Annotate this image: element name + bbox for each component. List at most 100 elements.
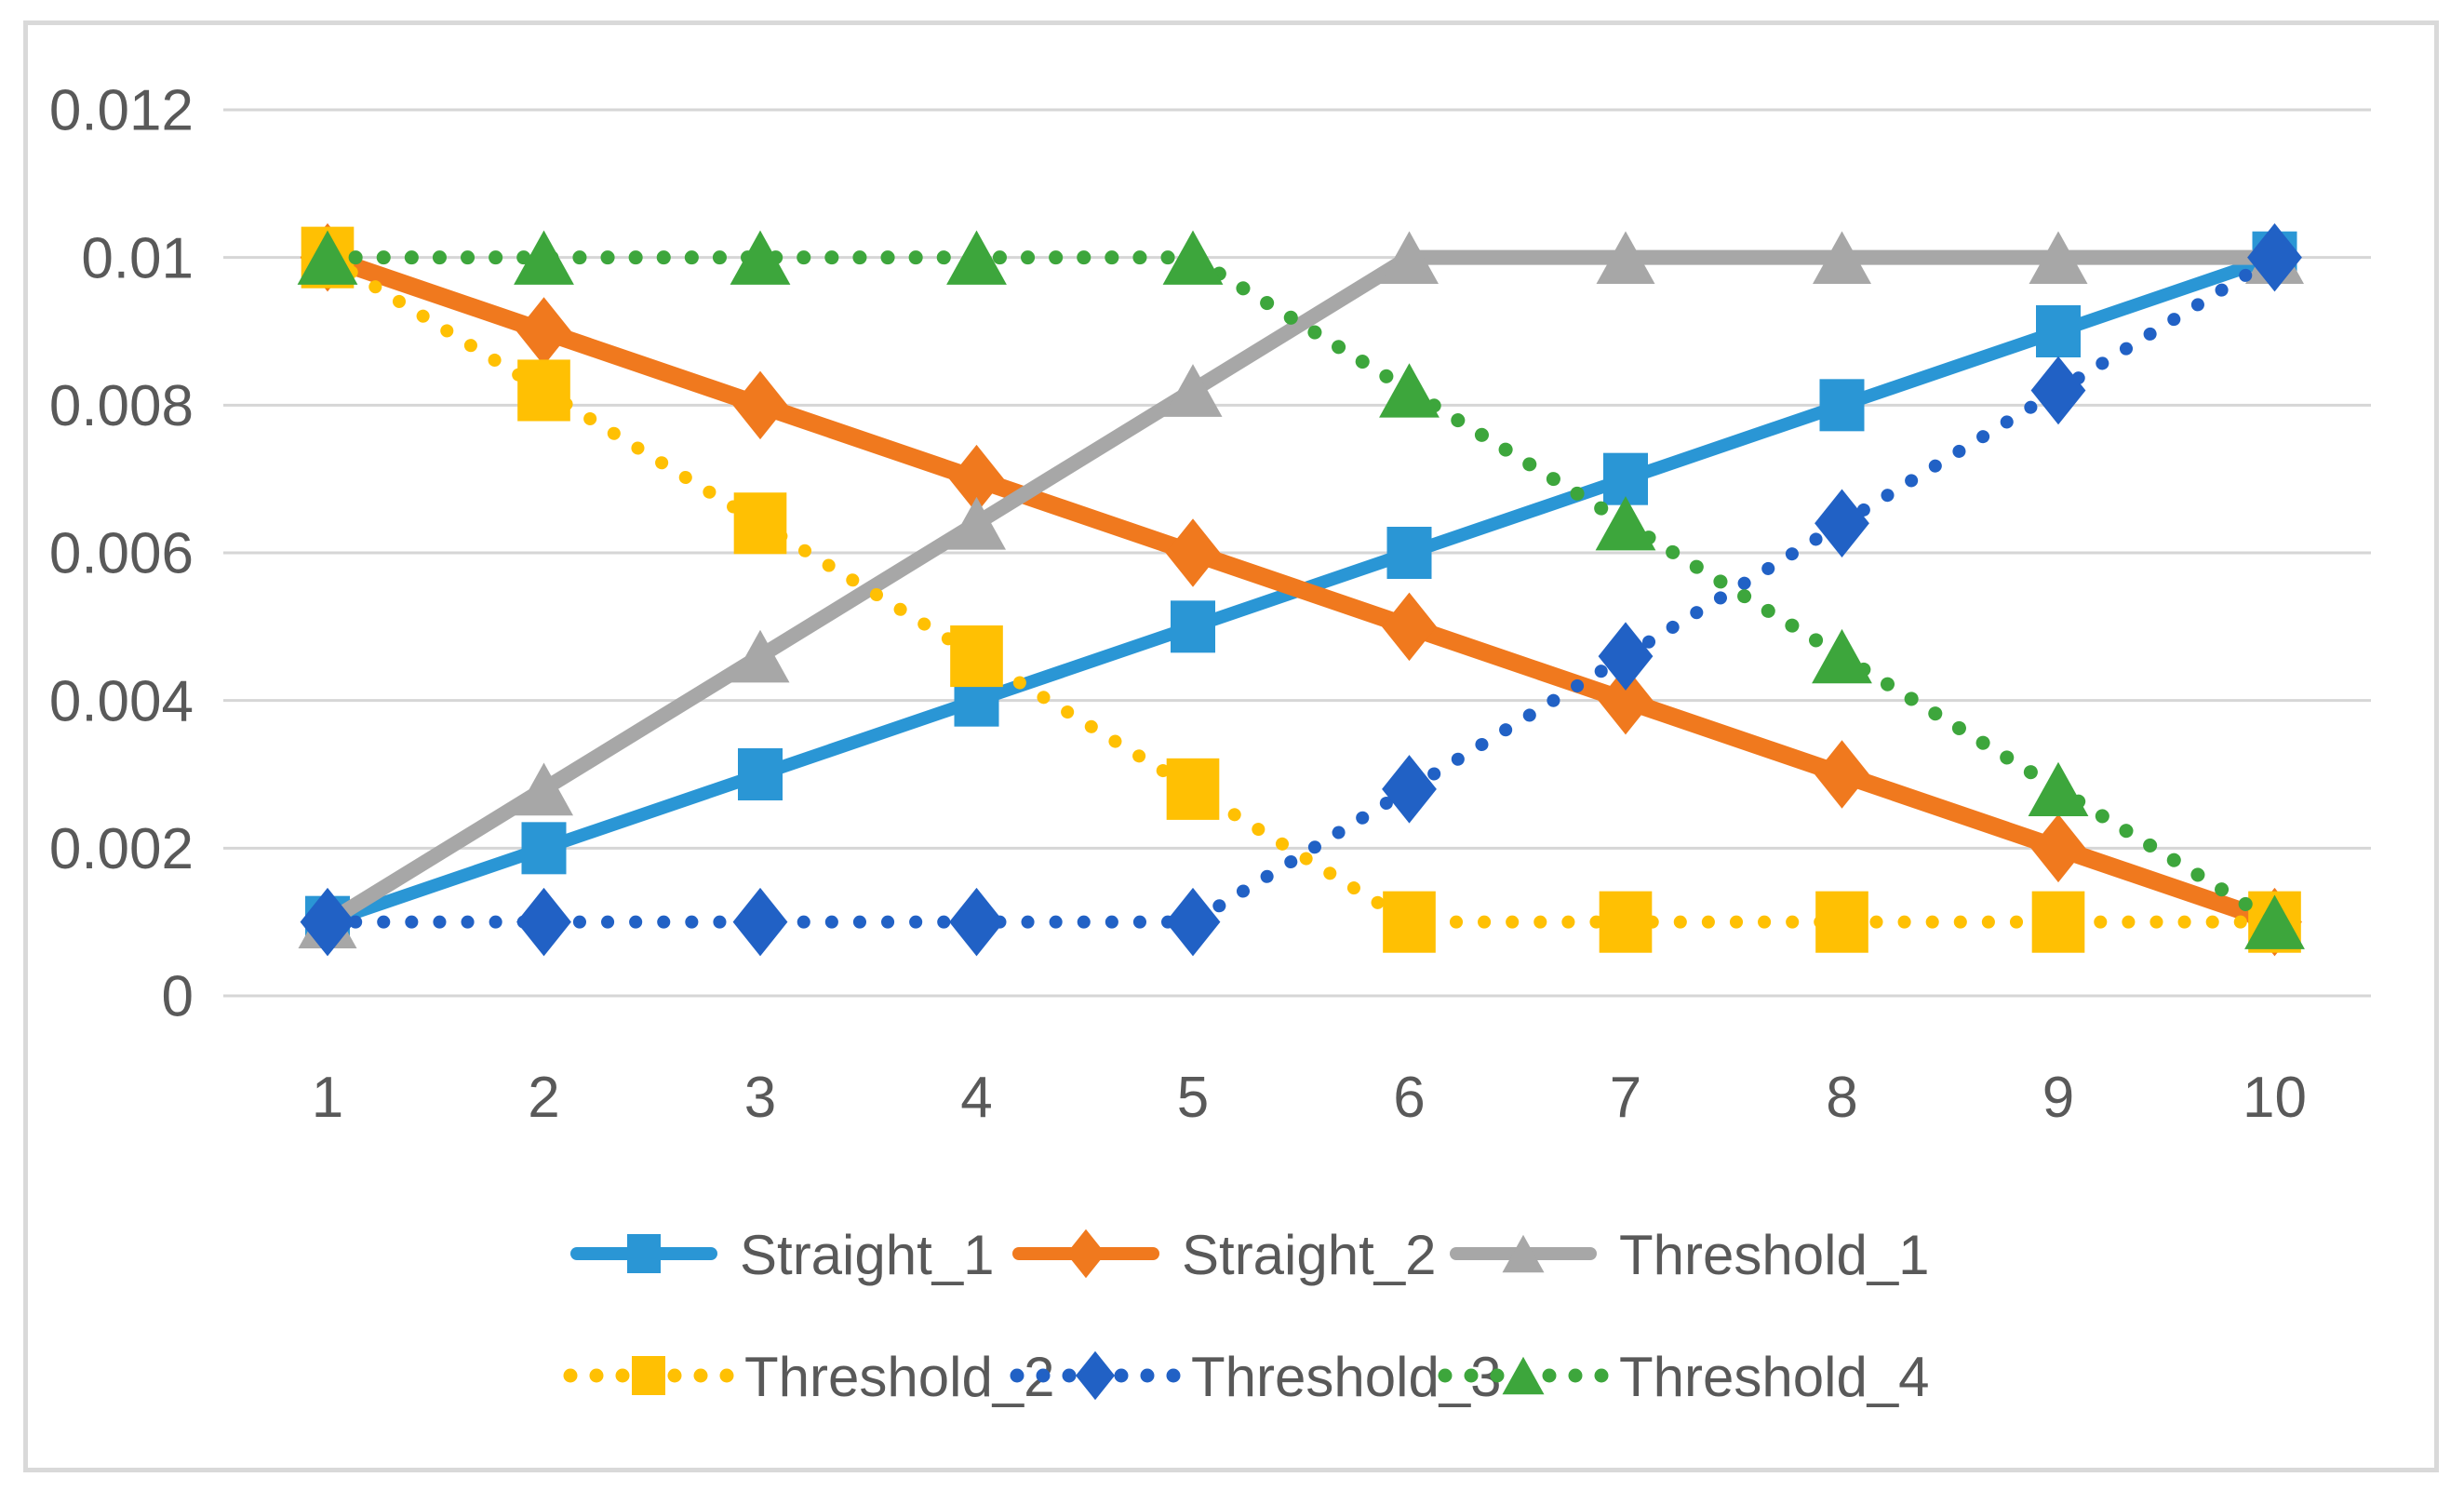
y-tick-label: 0.008 <box>49 374 194 438</box>
series-straight_2 <box>300 222 2302 957</box>
legend-triangle-marker <box>1502 1234 1545 1273</box>
legend: Straight_1 Straight_2 Threshold_1 Threshold… <box>563 1224 1930 1408</box>
legend-square-marker <box>627 1234 661 1273</box>
triangle-marker <box>730 629 790 683</box>
legend-dot-sample <box>1036 1368 1051 1383</box>
legend-dot-sample <box>615 1368 630 1383</box>
square-marker <box>1171 600 1215 653</box>
series-threshold_2 <box>301 226 2301 953</box>
legend-label: Threshold_1 <box>1619 1224 1930 1286</box>
legend-dot-sample <box>1464 1368 1479 1383</box>
y-tick-label: 0 <box>162 965 194 1029</box>
triangle-marker <box>515 762 573 816</box>
legend-label: Threshold_3 <box>1191 1346 1502 1408</box>
x-tick-label: 2 <box>528 1066 559 1130</box>
square-marker <box>1386 527 1432 579</box>
series-line <box>321 250 2282 929</box>
diamond-marker <box>1815 740 1869 809</box>
diamond-marker <box>949 887 1004 957</box>
series-threshold_3 <box>300 222 2302 957</box>
diamond-marker <box>516 887 571 957</box>
legend-dot-sample <box>1010 1368 1024 1383</box>
legend-dot-sample <box>1542 1368 1557 1383</box>
square-marker <box>733 492 787 555</box>
diamond-marker <box>516 297 571 366</box>
triangle-marker <box>1813 231 1871 285</box>
diamond-marker <box>732 370 788 440</box>
x-axis-tick-labels: 1 2 3 4 5 6 7 8 9 10 <box>312 1066 2307 1130</box>
x-tick-label: 10 <box>2243 1066 2307 1130</box>
diamond-marker <box>1165 887 1221 957</box>
legend-item-straight_2: Straight_2 <box>1012 1224 1437 1286</box>
diamond-marker <box>2030 356 2086 425</box>
triangle-marker <box>946 230 1007 285</box>
legend-label: Threshold_4 <box>1619 1346 1930 1408</box>
triangle-marker <box>1596 231 1655 285</box>
legend-dot-sample <box>1114 1368 1129 1383</box>
legend-dot-sample <box>719 1368 734 1383</box>
legend-triangle-marker <box>1502 1356 1545 1395</box>
triangle-marker <box>1595 496 1656 551</box>
legend-label: Straight_2 <box>1182 1224 1437 1286</box>
square-marker <box>2031 891 2085 953</box>
y-tick-label: 0.006 <box>49 522 194 586</box>
triangle-marker <box>2028 761 2089 817</box>
legend-item-straight_1: Straight_1 <box>570 1224 995 1286</box>
y-tick-label: 0.012 <box>49 79 194 143</box>
square-marker <box>950 625 1003 688</box>
legend-item-threshold_4: Threshold_4 <box>1438 1346 1930 1408</box>
legend-dot-sample <box>1568 1368 1583 1383</box>
legend-dot-sample <box>1166 1368 1181 1383</box>
legend-label: Straight_1 <box>740 1224 995 1286</box>
diamond-marker <box>732 887 788 957</box>
legend-dot-sample <box>1438 1368 1453 1383</box>
triangle-marker <box>1379 363 1440 418</box>
legend-label: Threshold_2 <box>744 1346 1055 1408</box>
triangle-marker <box>1162 230 1224 285</box>
triangle-marker <box>2029 231 2088 285</box>
x-tick-label: 8 <box>1826 1066 1857 1130</box>
legend-square-marker <box>632 1356 665 1395</box>
x-tick-label: 6 <box>1393 1066 1425 1130</box>
legend-diamond-marker <box>1076 1350 1115 1401</box>
triangle-marker <box>297 230 358 285</box>
legend-dot-sample <box>1490 1368 1505 1383</box>
square-marker <box>1815 891 1868 953</box>
x-tick-label: 4 <box>960 1066 992 1130</box>
legend-item-threshold_1: Threshold_1 <box>1450 1224 1930 1286</box>
legend-dot-sample <box>667 1368 682 1383</box>
series-line <box>324 248 2278 931</box>
x-tick-label: 7 <box>1610 1066 1641 1130</box>
square-marker <box>517 359 570 422</box>
legend-diamond-marker <box>1066 1229 1105 1279</box>
legend-dot-sample <box>1594 1368 1609 1383</box>
square-marker <box>1383 891 1436 953</box>
y-tick-label: 0.002 <box>49 817 194 881</box>
legend-dot-sample <box>1140 1368 1155 1383</box>
triangle-marker <box>1812 628 1872 684</box>
x-tick-label: 9 <box>2042 1066 2074 1130</box>
diamond-marker <box>1598 622 1654 691</box>
square-marker <box>1819 379 1865 432</box>
diamond-marker <box>1382 592 1437 662</box>
y-tick-label: 0.004 <box>49 669 194 733</box>
square-marker <box>521 822 567 875</box>
legend-item-threshold_3: Threshold_3 <box>1010 1346 1502 1408</box>
triangle-marker <box>1380 231 1439 285</box>
legend-dot-sample <box>563 1368 578 1383</box>
x-tick-label: 5 <box>1177 1066 1209 1130</box>
figure-border <box>23 20 2439 1472</box>
diamond-marker <box>300 887 355 957</box>
y-axis-tick-labels: 0 0.002 0.004 0.006 0.008 0.01 0.012 <box>49 79 194 1029</box>
legend-item-threshold_2: Threshold_2 <box>563 1346 1055 1408</box>
legend-dot-sample <box>1062 1368 1077 1383</box>
diamond-marker <box>2030 813 2086 883</box>
diamond-marker <box>1382 755 1437 824</box>
diamond-marker <box>1815 489 1869 558</box>
diamond-marker <box>2247 222 2302 292</box>
diamond-marker <box>949 444 1004 514</box>
legend-dot-sample <box>693 1368 708 1383</box>
square-marker <box>1166 758 1220 820</box>
